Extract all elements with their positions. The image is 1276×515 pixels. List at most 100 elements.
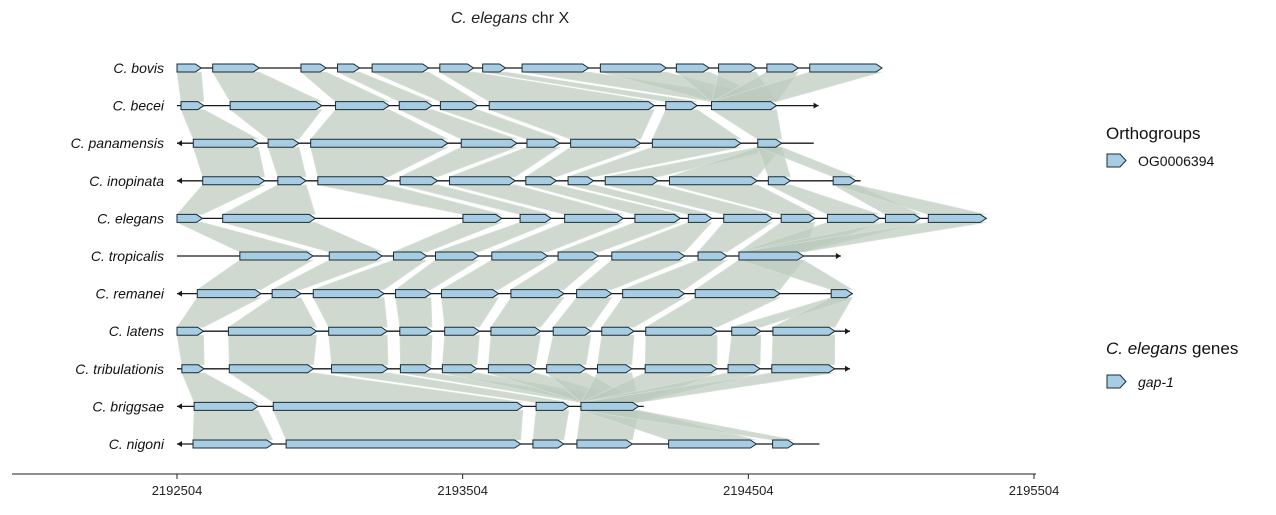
species-label: C. latens [109, 323, 164, 339]
exon-arrow [439, 101, 479, 111]
synteny-ribbon [488, 334, 542, 366]
species-label: C. bovis [113, 60, 164, 76]
exon-arrow [228, 364, 315, 374]
species-labels: C. bovis C. becei C. panamensis C. inopinat… [71, 60, 165, 452]
gene-track [177, 364, 851, 374]
exon-arrow [328, 326, 389, 336]
exon-arrow [371, 63, 430, 73]
figure-title: C. elegans chr X [451, 10, 570, 27]
x-tick-label: 2192504 [152, 483, 203, 498]
x-tick-label: 2194504 [723, 483, 774, 498]
exon-arrow [519, 213, 553, 223]
exon-arrow [439, 63, 475, 73]
exon-arrow [176, 63, 203, 73]
gene-track [177, 101, 819, 111]
exon-arrow [335, 101, 391, 111]
synteny-ribbon [442, 334, 480, 366]
exon-arrow [525, 176, 558, 186]
exon-arrow [491, 251, 549, 261]
synteny-ribbon [532, 410, 570, 441]
synteny-ribbon [644, 334, 718, 366]
exon-arrow [927, 213, 988, 223]
exon-arrow [723, 213, 774, 223]
exon-arrow [312, 289, 386, 299]
synteny-ribbons [176, 71, 987, 441]
exon-arrow [526, 138, 561, 148]
synteny-ribbon [312, 297, 388, 328]
exon-arrow [482, 63, 507, 73]
synteny-ribbon [212, 71, 322, 102]
x-axis: 2192504 2193504 2194504 2195504 [12, 473, 1060, 498]
exon-arrow [272, 401, 524, 411]
species-label: C. elegans [97, 210, 164, 226]
exon-arrow [597, 364, 633, 374]
exon-arrow [771, 364, 836, 374]
synteny-ribbon [399, 334, 433, 366]
exon-arrow [645, 326, 719, 336]
x-tick-label: 2195504 [1009, 483, 1060, 498]
strand-arrow-icon [845, 365, 851, 372]
species-label: C. panamensis [71, 135, 164, 151]
exon-arrow [393, 251, 428, 261]
gene-track [176, 326, 851, 336]
gene-tracks [176, 63, 988, 449]
exon-arrow [604, 176, 659, 186]
strand-arrow-icon [845, 328, 851, 335]
exon-arrow [444, 326, 481, 336]
exon-arrow [395, 289, 432, 299]
exon-arrow [202, 176, 266, 186]
exon-arrow [772, 326, 836, 336]
exon-arrow [193, 401, 260, 411]
exon-arrow [399, 364, 432, 374]
synteny-ribbon [546, 334, 592, 366]
exon-arrow [310, 138, 449, 148]
exon-arrow [766, 63, 800, 73]
exon-arrow [460, 138, 518, 148]
strand-arrow-icon [177, 177, 182, 184]
exon-arrow [668, 439, 758, 449]
legend-gene-item: gap-1 [1106, 374, 1174, 390]
species-label: C. becei [113, 98, 165, 114]
exon-arrow [239, 251, 314, 261]
exon-arrow [227, 326, 318, 336]
exon-arrow [398, 101, 434, 111]
species-label: C. briggsae [92, 398, 164, 414]
exon-arrow [780, 213, 816, 223]
legend-orthogroup-label: OG0006394 [1138, 153, 1214, 169]
gene-arrow-icon [1106, 374, 1127, 389]
synteny-ribbon [395, 297, 433, 328]
exon-arrow [675, 63, 711, 73]
legend-genes-title: C. elegans genes [1106, 339, 1238, 358]
exon-arrow [271, 289, 302, 299]
synteny-ribbon [272, 410, 524, 441]
exon-arrow [580, 401, 640, 411]
synteny-ribbon [228, 334, 318, 366]
exon-arrow [694, 289, 781, 299]
exon-arrow [192, 439, 274, 449]
legend-orthogroups-title: Orthogroups [1106, 124, 1201, 143]
strand-arrow-icon [177, 403, 182, 410]
exon-arrow [176, 213, 204, 223]
exon-arrow [399, 326, 434, 336]
synteny-ribbon [176, 71, 205, 102]
exon-arrow [570, 138, 642, 148]
exon-arrow [532, 439, 565, 449]
exon-arrow [718, 63, 757, 73]
exon-arrow [634, 213, 682, 223]
exon-arrow [697, 251, 728, 261]
legend-orthogroup-item: OG0006394 [1106, 153, 1214, 169]
exon-arrow [192, 138, 260, 148]
strand-arrow-icon [177, 441, 182, 447]
exon-arrow [611, 251, 686, 261]
exon-arrow [622, 289, 686, 299]
exon-arrow [576, 439, 634, 449]
exon-arrow [328, 251, 384, 261]
synteny-ribbon [192, 410, 274, 441]
exon-arrow [435, 251, 480, 261]
gene-track [177, 138, 814, 148]
exon-arrow [757, 138, 783, 148]
exon-arrow [441, 364, 478, 374]
exon-arrow [449, 176, 517, 186]
exon-arrow [229, 101, 323, 111]
gene-track [176, 63, 883, 73]
